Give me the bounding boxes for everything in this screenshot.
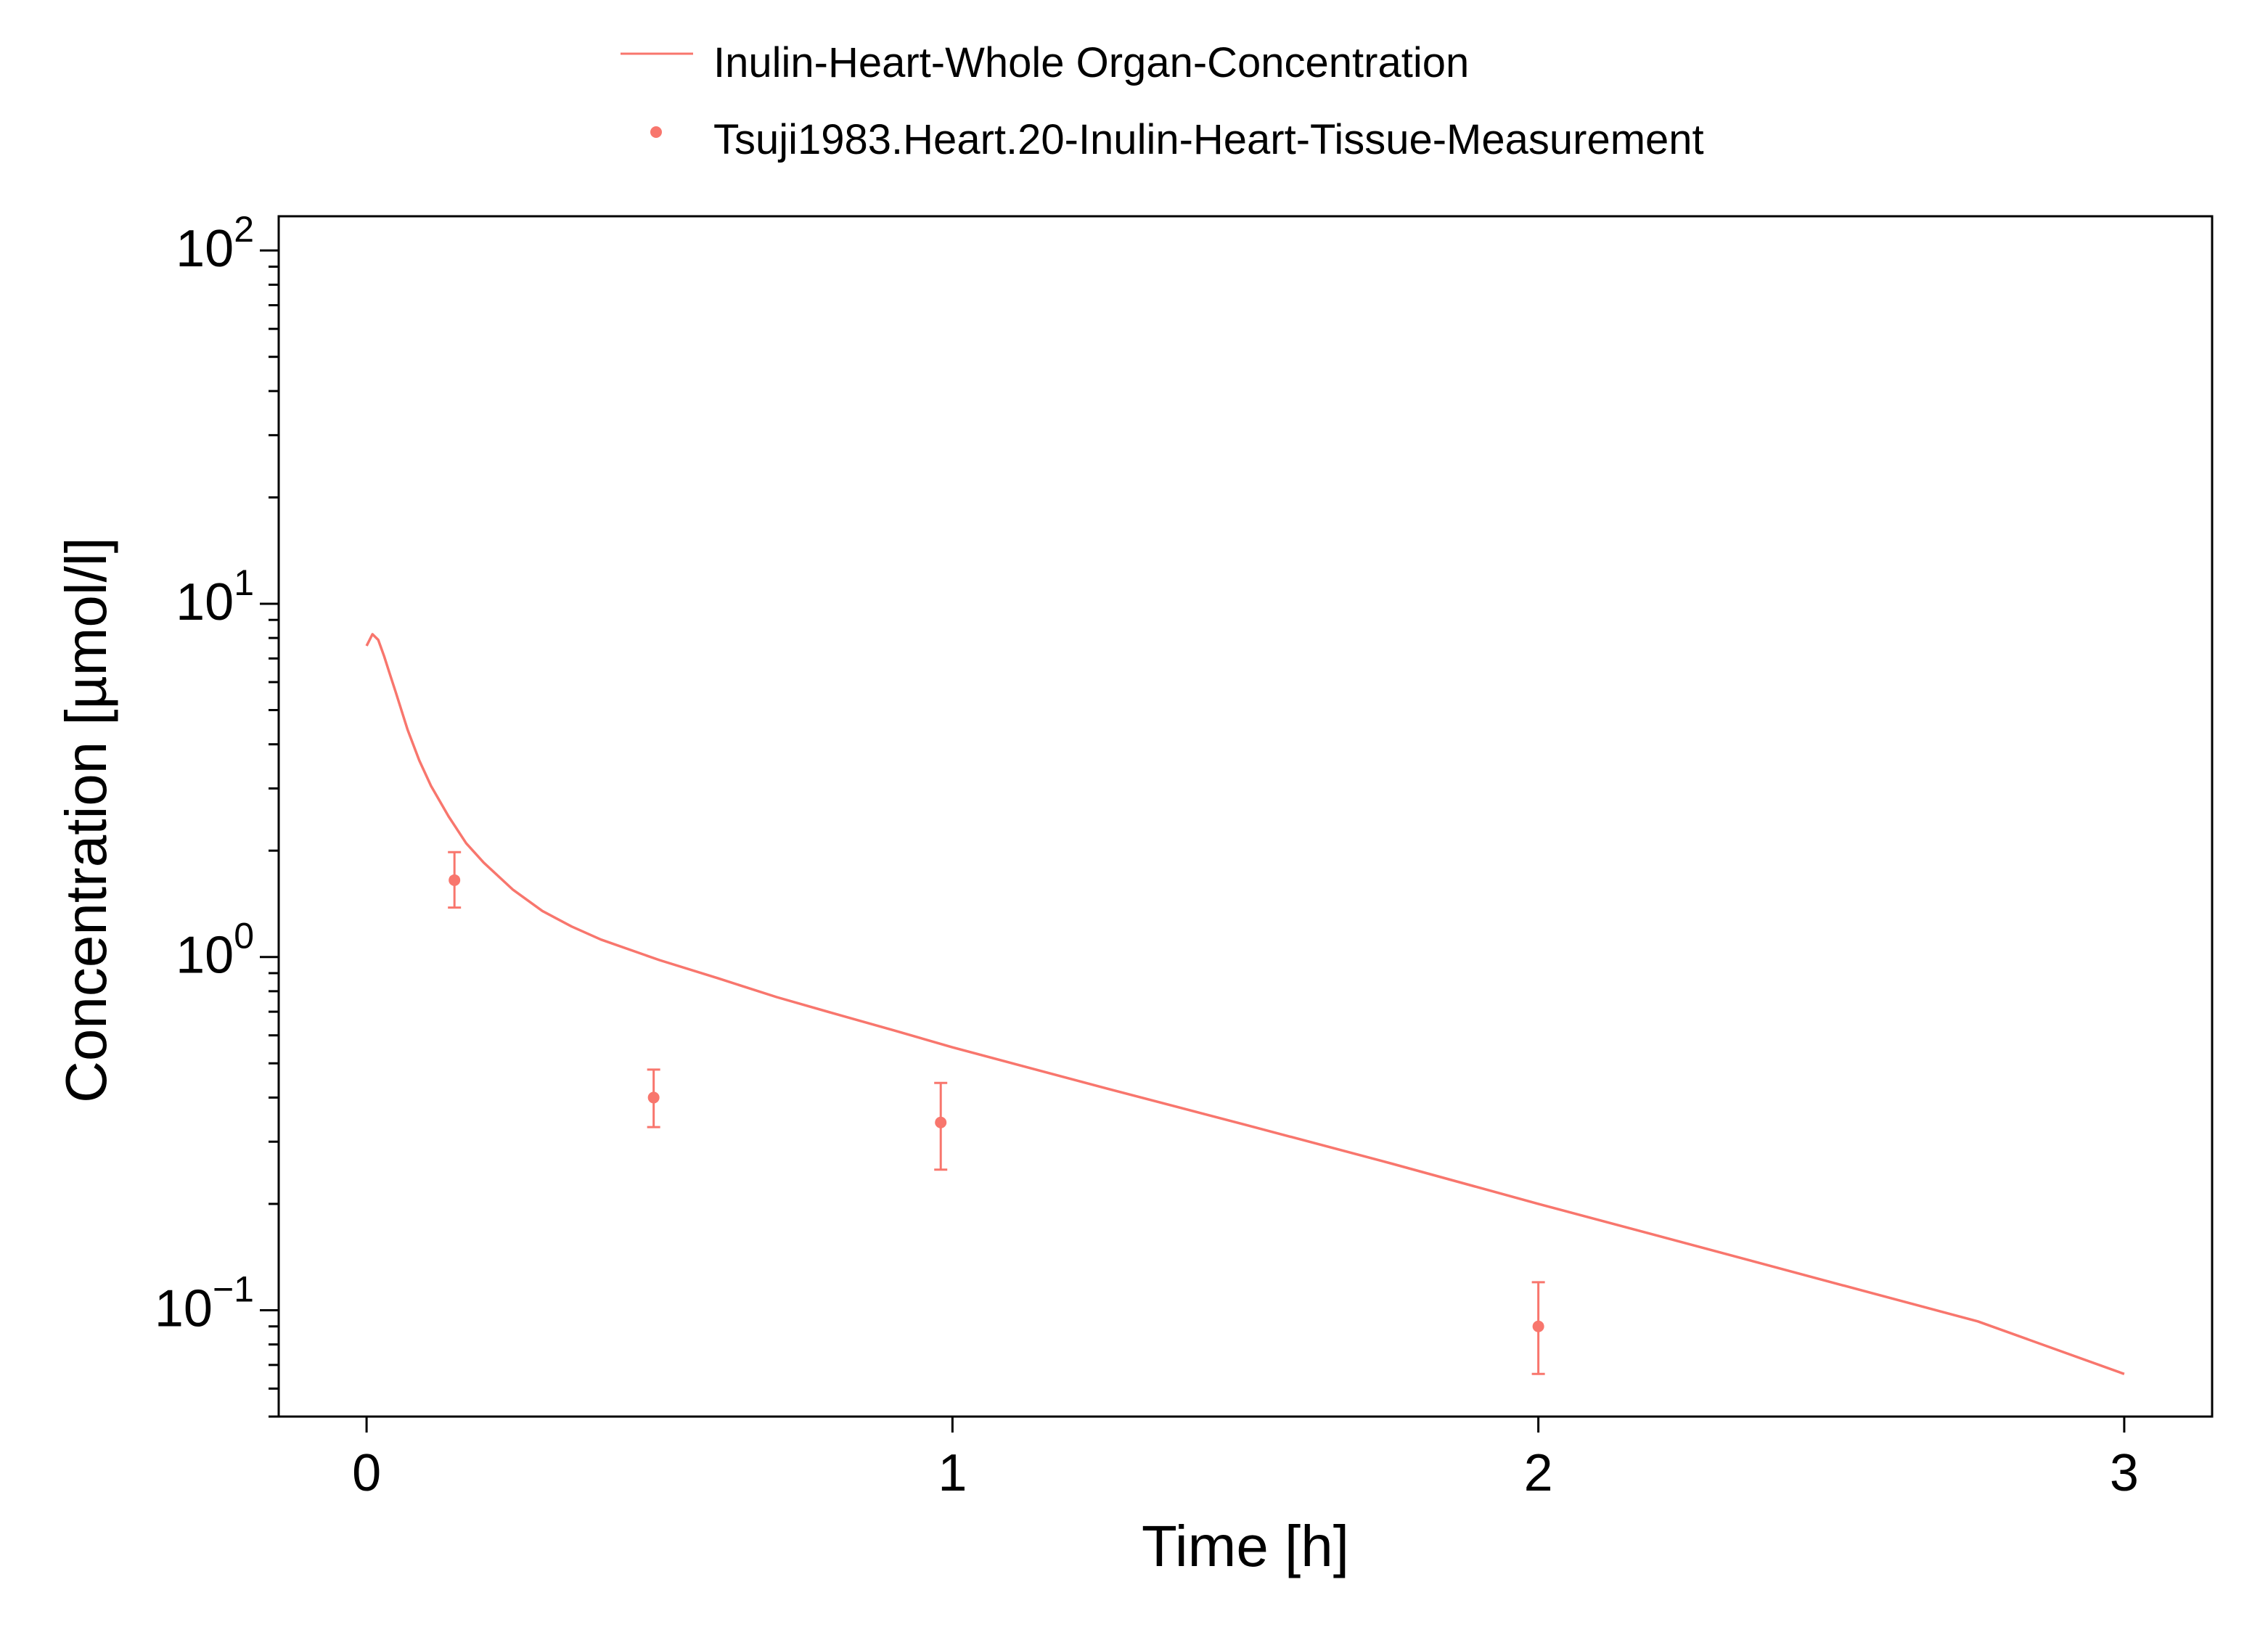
simulation-line [365, 633, 2125, 1375]
legend-point-swatch [650, 126, 662, 138]
y-tick-label-exponent: 1 [234, 562, 254, 603]
y-tick-label-exponent: 0 [234, 916, 254, 956]
legend-label-observed: Tsuji1983.Heart.20-Inulin-Heart-Tissue-M… [713, 116, 1704, 163]
legend: Inulin-Heart-Whole Organ-Concentration T… [621, 39, 1704, 163]
y-tick-label-exponent: 2 [234, 209, 254, 250]
data-point [1532, 1320, 1544, 1332]
x-axis-title: Time [h] [1142, 1514, 1349, 1578]
observed-point [647, 1068, 660, 1128]
series-observed [448, 851, 1545, 1375]
x-axis-ticks: 0 1 2 3 [352, 1417, 2139, 1502]
y-tick-label: 100 [176, 916, 254, 985]
y-tick-label: 102 [176, 209, 254, 278]
observed-point [1531, 1281, 1545, 1375]
x-tick-label: 2 [1524, 1444, 1553, 1502]
y-axis-title: Concentration [µmol/l] [54, 537, 118, 1103]
series-simulation [365, 633, 2125, 1375]
y-tick-label-base: 10 [176, 220, 234, 278]
y-tick-label-exponent: −1 [213, 1269, 254, 1309]
data-point [935, 1116, 947, 1128]
plot-panel-border [277, 215, 2214, 1418]
y-tick-label: 10−1 [155, 1269, 254, 1337]
y-axis-minor-ticks [269, 265, 279, 1418]
y-tick-label-base: 10 [155, 1279, 213, 1337]
y-tick-label-base: 10 [176, 573, 234, 631]
legend-label-simulation: Inulin-Heart-Whole Organ-Concentration [713, 39, 1469, 86]
x-tick-label: 3 [2110, 1444, 2139, 1502]
observed-point [448, 851, 462, 909]
x-tick-label: 1 [938, 1444, 967, 1502]
y-tick-label: 101 [176, 562, 254, 631]
y-tick-label-base: 10 [176, 927, 234, 985]
observed-point [934, 1081, 948, 1171]
data-point [647, 1091, 660, 1104]
data-point [449, 874, 461, 886]
x-tick-label: 0 [352, 1444, 381, 1502]
